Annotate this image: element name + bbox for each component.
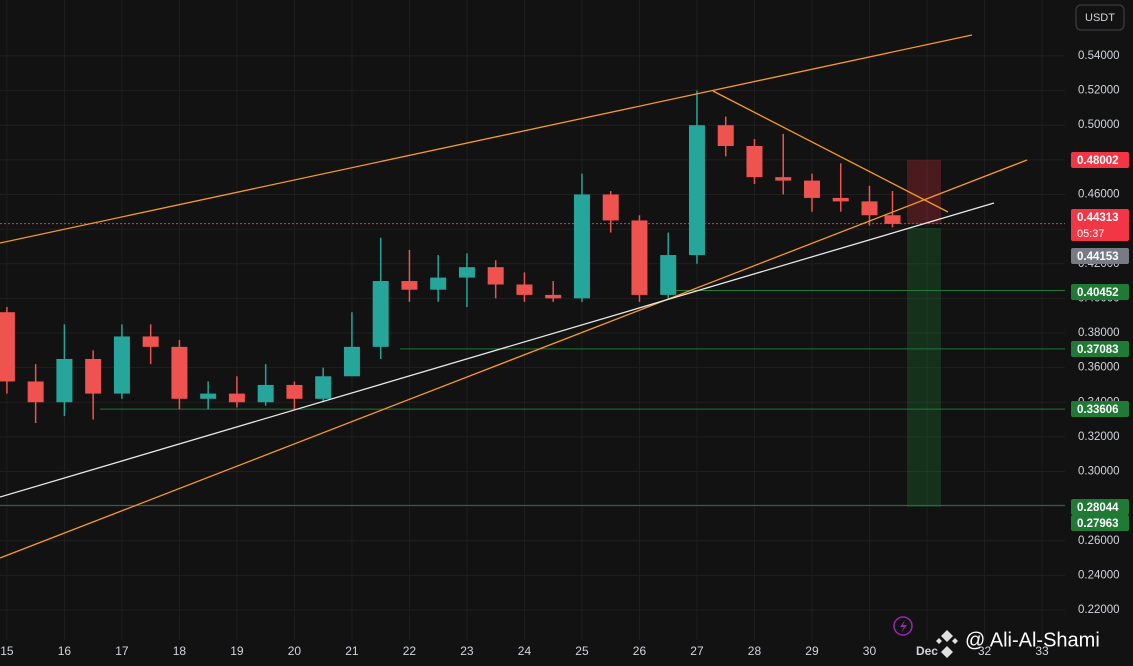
- candle-body: [573, 194, 590, 299]
- y-tick-label: 0.46000: [1078, 188, 1120, 200]
- y-tick-label: 0.30000: [1078, 466, 1120, 478]
- lightning-glyph: [900, 620, 907, 633]
- grid: [0, 0, 1065, 640]
- x-tick-label: 22: [403, 644, 417, 658]
- currency-badge[interactable]: [1075, 4, 1125, 31]
- candle-body: [884, 215, 901, 224]
- candle-body: [315, 376, 332, 399]
- levels: [0, 223, 1065, 506]
- price-pill: [1071, 248, 1129, 264]
- candle-body: [660, 255, 677, 295]
- reward-zone: [907, 228, 941, 507]
- x-tick-label: 33: [1035, 644, 1049, 658]
- y-tick-label: 0.26000: [1078, 535, 1120, 547]
- axis-labels: 0.220000.240000.260000.280000.300000.320…: [0, 50, 1129, 658]
- x-tick-label: 32: [978, 644, 992, 658]
- x-tick-label: 25: [575, 644, 589, 658]
- y-tick-label: 0.32000: [1078, 431, 1120, 443]
- candles: [0, 90, 901, 424]
- x-tick-label: 24: [518, 644, 532, 658]
- candle-body: [171, 346, 188, 399]
- x-tick-label: Dec: [916, 644, 938, 658]
- candle-body: [775, 177, 792, 181]
- candle-body: [228, 393, 245, 403]
- trendline-lower: [0, 159, 1028, 559]
- y-tick-label: 0.54000: [1078, 50, 1120, 62]
- candle-body: [803, 180, 820, 198]
- trendline-support: [0, 202, 995, 498]
- x-tick-label: 15: [0, 644, 14, 658]
- x-tick-label: 18: [173, 644, 187, 658]
- candle-body: [85, 358, 102, 394]
- x-tick-label: 26: [633, 644, 647, 658]
- candle-body: [545, 294, 562, 299]
- candle-body: [832, 197, 849, 202]
- candle-body: [27, 381, 44, 403]
- candle-body: [746, 145, 763, 178]
- candle-body: [401, 281, 418, 290]
- x-tick-label: 28: [748, 644, 762, 658]
- x-tick-label: 27: [690, 644, 704, 658]
- trendline-descending: [712, 90, 949, 213]
- x-tick-label: 17: [115, 644, 129, 658]
- candle-body: [257, 384, 274, 403]
- risk-zone: [907, 160, 941, 224]
- candle-body: [717, 125, 734, 146]
- currency-label: USDT: [1085, 12, 1115, 24]
- candle-body: [0, 312, 15, 382]
- price-label: 0.48002: [1077, 155, 1119, 167]
- price-label: 0.44153: [1077, 251, 1119, 263]
- candle-body: [487, 267, 504, 285]
- candle-body: [56, 358, 73, 403]
- candle-body: [142, 336, 159, 347]
- x-tick-label: 23: [460, 644, 474, 658]
- binance-logo: [936, 630, 958, 658]
- price-label: 0.40452: [1077, 287, 1119, 299]
- candle-body: [516, 284, 533, 295]
- candle-body: [631, 220, 648, 295]
- y-tick-label: 0.50000: [1078, 119, 1120, 131]
- watermark: @ Ali-Al-Shami: [965, 629, 1100, 651]
- y-tick-label: 0.38000: [1078, 327, 1120, 339]
- candle-body: [688, 125, 705, 256]
- candle-body: [430, 277, 447, 290]
- price-label: 0.27963: [1077, 518, 1119, 530]
- price-pill: [1071, 401, 1129, 417]
- candle-body: [602, 194, 619, 221]
- y-tick-label: 0.52000: [1078, 85, 1120, 97]
- y-tick-label: 0.22000: [1078, 604, 1120, 616]
- y-tick-label: 0.36000: [1078, 362, 1120, 374]
- price-pill: [1071, 152, 1129, 168]
- x-tick-label: 29: [805, 644, 819, 658]
- price-label: 0.28044: [1077, 502, 1119, 514]
- candle-body: [861, 201, 878, 216]
- price-pill: [1071, 515, 1129, 531]
- candle-body: [458, 267, 475, 278]
- price-label: 0.37083: [1077, 344, 1119, 356]
- trendline-upper: [0, 34, 973, 244]
- x-tick-label: 21: [345, 644, 359, 658]
- price-pill: [1071, 209, 1129, 241]
- x-tick-label: 20: [288, 644, 302, 658]
- price-label: 0.44313: [1077, 212, 1119, 224]
- candle-body: [286, 384, 303, 399]
- lightning-icon[interactable]: [893, 616, 913, 636]
- price-pill: [1071, 284, 1129, 300]
- x-tick-label: 30: [863, 644, 877, 658]
- price-pill: [1071, 341, 1129, 357]
- candle-body: [200, 393, 217, 399]
- price-label: 0.33606: [1077, 404, 1119, 416]
- price-pill: [1071, 499, 1129, 515]
- x-tick-label: 19: [230, 644, 244, 658]
- x-tick-label: 16: [58, 644, 72, 658]
- countdown: 05:37: [1077, 228, 1105, 240]
- candle-body: [113, 336, 130, 394]
- y-tick-label: 0.24000: [1078, 569, 1120, 581]
- candle-body: [343, 346, 360, 377]
- candle-body: [372, 281, 389, 347]
